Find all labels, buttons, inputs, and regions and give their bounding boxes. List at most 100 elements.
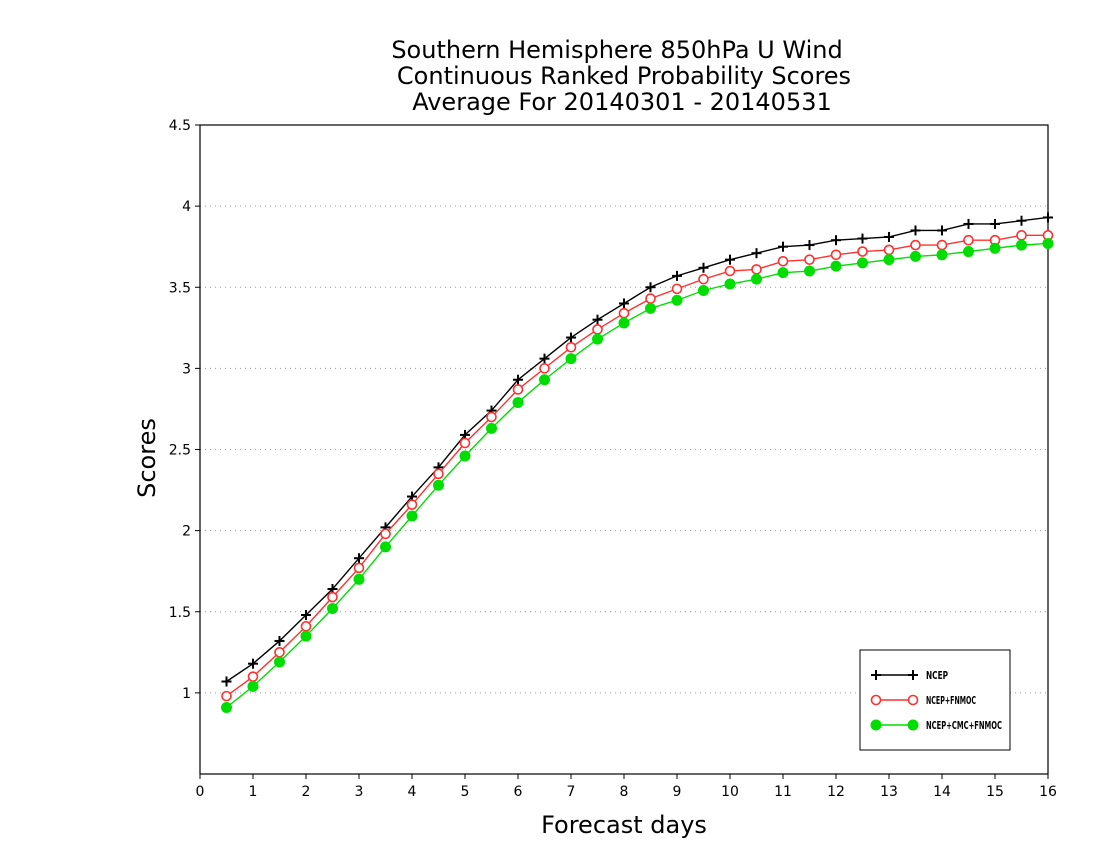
legend-marker-start [871, 670, 881, 680]
y-tick-label: 4 [182, 199, 191, 215]
data-point [963, 234, 974, 246]
data-point [989, 242, 1001, 254]
data-point [883, 254, 895, 266]
data-point [936, 239, 948, 251]
data-point [937, 225, 947, 236]
x-tick-label: 16 [1039, 784, 1057, 800]
x-tick-label: 12 [827, 784, 845, 800]
data-point [645, 302, 656, 314]
legend-marker-end [908, 670, 918, 680]
series-ncep-fnmoc [221, 230, 1054, 702]
data-point [830, 260, 842, 272]
data-point [910, 250, 921, 262]
data-point [539, 363, 550, 374]
legend-marker-end [907, 694, 919, 706]
x-tick-label: 6 [514, 784, 523, 800]
data-point [883, 244, 895, 256]
data-point [380, 528, 391, 540]
data-point [857, 233, 868, 244]
data-point [539, 353, 550, 364]
x-tick-label: 11 [774, 784, 792, 800]
series-line [226, 242, 1049, 709]
data-point [1016, 230, 1027, 241]
data-point [513, 374, 523, 385]
data-point [512, 396, 524, 408]
data-point [354, 553, 364, 564]
x-tick-label: 15 [986, 784, 1004, 800]
chart-title-line-2: Continuous Ranked Probability Scores [397, 62, 851, 90]
legend-label: NCEP+FNMOC [926, 694, 976, 707]
data-point [777, 255, 789, 267]
data-point [1016, 215, 1027, 226]
series-group [221, 212, 1054, 713]
data-point [247, 680, 259, 692]
legend-marker-end [907, 719, 919, 731]
x-axis-title: Forecast days [541, 811, 707, 839]
y-tick-label: 2 [182, 524, 191, 540]
data-point [433, 479, 444, 491]
x-tick-label: 9 [673, 784, 682, 800]
data-point [884, 231, 894, 242]
data-point [751, 264, 762, 275]
data-point [1043, 212, 1053, 223]
data-point [963, 218, 974, 229]
data-point [592, 324, 603, 335]
data-point [724, 265, 736, 277]
x-tick-label: 7 [567, 784, 576, 800]
axis-ticks: 11.522.533.544.50 1 2 3 4 5 6 7 8 9 10 11 12 13 14 15 16 [169, 118, 1057, 800]
data-point [433, 468, 444, 480]
data-point [857, 246, 868, 257]
data-point [618, 307, 630, 319]
data-point [592, 333, 603, 345]
data-point [274, 647, 285, 658]
data-point [300, 621, 312, 632]
data-point [830, 249, 842, 261]
data-point [327, 603, 338, 615]
data-point [910, 239, 921, 251]
y-tick-label: 4.5 [169, 118, 191, 134]
x-tick-label: 1 [249, 784, 258, 800]
chart-title-line-1: Southern Hemisphere 850hPa U Wind [391, 36, 842, 64]
legend-entry: NCEP+FNMOC [870, 694, 976, 707]
data-point [353, 573, 365, 585]
legend-entry: NCEP [871, 669, 948, 682]
data-point [936, 249, 948, 261]
x-tick-label: 14 [933, 784, 951, 800]
data-point [221, 676, 232, 687]
data-point [778, 241, 788, 252]
data-point [353, 562, 365, 574]
legend-label: NCEP+CMC+FNMOC [926, 719, 1002, 732]
data-point [804, 254, 815, 265]
data-point [247, 671, 259, 682]
x-tick-label: 2 [302, 784, 311, 800]
series-line [226, 234, 1048, 697]
data-point [698, 284, 709, 296]
data-point [1042, 237, 1054, 249]
x-tick-label: 8 [620, 784, 629, 800]
data-point [486, 422, 497, 434]
data-point [804, 265, 815, 277]
data-point [274, 635, 285, 646]
x-tick-label: 4 [408, 784, 417, 800]
data-point [963, 246, 974, 258]
data-point [804, 240, 815, 251]
data-point [512, 384, 524, 395]
data-point [724, 278, 736, 290]
data-point [406, 499, 418, 510]
data-point [566, 332, 576, 343]
data-point [221, 690, 232, 702]
chart-title-line-3: Average For 20140301 - 20140531 [412, 88, 832, 116]
x-tick-label: 3 [355, 784, 364, 800]
data-point [300, 630, 312, 642]
x-tick-label: 13 [880, 784, 898, 800]
data-point [248, 658, 258, 669]
data-point [486, 411, 497, 423]
data-point [380, 541, 391, 553]
y-axis-title: Scores [133, 418, 161, 498]
chart-legend: NCEP NCEP+FNMOC NCEP+CMC+FNMOC [859, 649, 1011, 751]
x-tick-label: 10 [721, 784, 739, 800]
data-point [751, 248, 762, 259]
data-point [645, 293, 656, 304]
series-line [226, 216, 1049, 683]
